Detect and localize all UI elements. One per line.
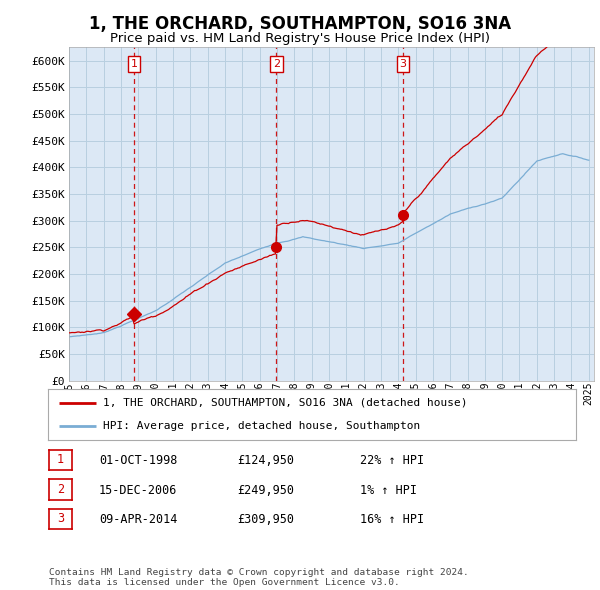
Text: 1: 1 (57, 453, 64, 467)
Text: HPI: Average price, detached house, Southampton: HPI: Average price, detached house, Sout… (103, 421, 421, 431)
Text: £249,950: £249,950 (237, 484, 294, 497)
Text: 09-APR-2014: 09-APR-2014 (99, 513, 178, 526)
Text: 1, THE ORCHARD, SOUTHAMPTON, SO16 3NA: 1, THE ORCHARD, SOUTHAMPTON, SO16 3NA (89, 15, 511, 33)
Text: Contains HM Land Registry data © Crown copyright and database right 2024.
This d: Contains HM Land Registry data © Crown c… (49, 568, 469, 587)
Text: 16% ↑ HPI: 16% ↑ HPI (360, 513, 424, 526)
Text: 1% ↑ HPI: 1% ↑ HPI (360, 484, 417, 497)
Text: 01-OCT-1998: 01-OCT-1998 (99, 454, 178, 467)
Text: 2: 2 (57, 483, 64, 496)
Text: 2: 2 (272, 59, 280, 69)
Text: 1: 1 (130, 59, 137, 69)
Text: Price paid vs. HM Land Registry's House Price Index (HPI): Price paid vs. HM Land Registry's House … (110, 32, 490, 45)
Text: 3: 3 (400, 59, 406, 69)
Text: £124,950: £124,950 (237, 454, 294, 467)
Text: 15-DEC-2006: 15-DEC-2006 (99, 484, 178, 497)
Text: £309,950: £309,950 (237, 513, 294, 526)
Text: 1, THE ORCHARD, SOUTHAMPTON, SO16 3NA (detached house): 1, THE ORCHARD, SOUTHAMPTON, SO16 3NA (d… (103, 398, 468, 408)
Text: 3: 3 (57, 512, 64, 526)
Text: 22% ↑ HPI: 22% ↑ HPI (360, 454, 424, 467)
